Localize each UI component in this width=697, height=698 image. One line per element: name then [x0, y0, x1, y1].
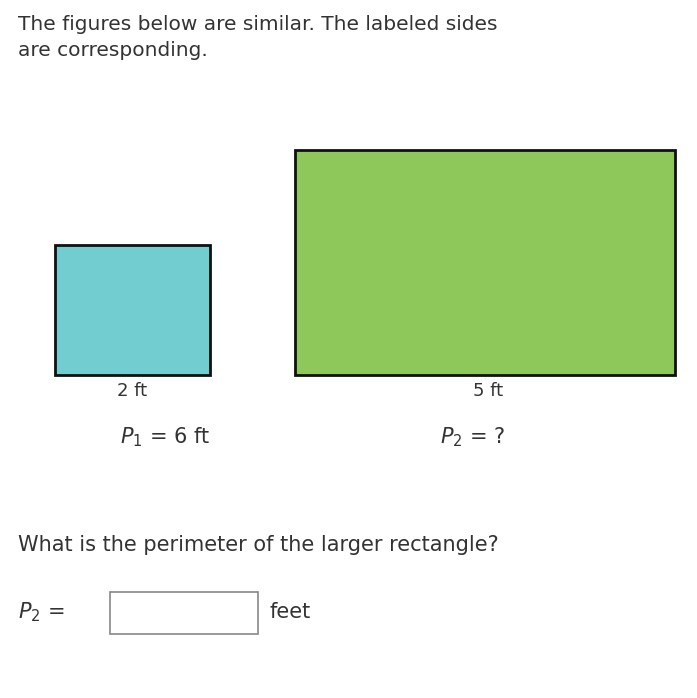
Bar [55, 245, 210, 375]
Text: $P_1$ = 6 ft: $P_1$ = 6 ft [120, 425, 210, 449]
Text: $P_2$ =: $P_2$ = [18, 600, 65, 624]
Bar [295, 150, 675, 375]
Text: feet: feet [270, 602, 312, 622]
Text: $P_2$ = ?: $P_2$ = ? [440, 425, 505, 449]
Text: What is the perimeter of the larger rectangle?: What is the perimeter of the larger rect… [18, 535, 499, 555]
Bar [110, 592, 258, 634]
Text: The figures below are similar. The labeled sides
are corresponding.: The figures below are similar. The label… [18, 15, 498, 61]
Text: 5 ft: 5 ft [473, 382, 503, 400]
Text: 2 ft: 2 ft [117, 382, 147, 400]
